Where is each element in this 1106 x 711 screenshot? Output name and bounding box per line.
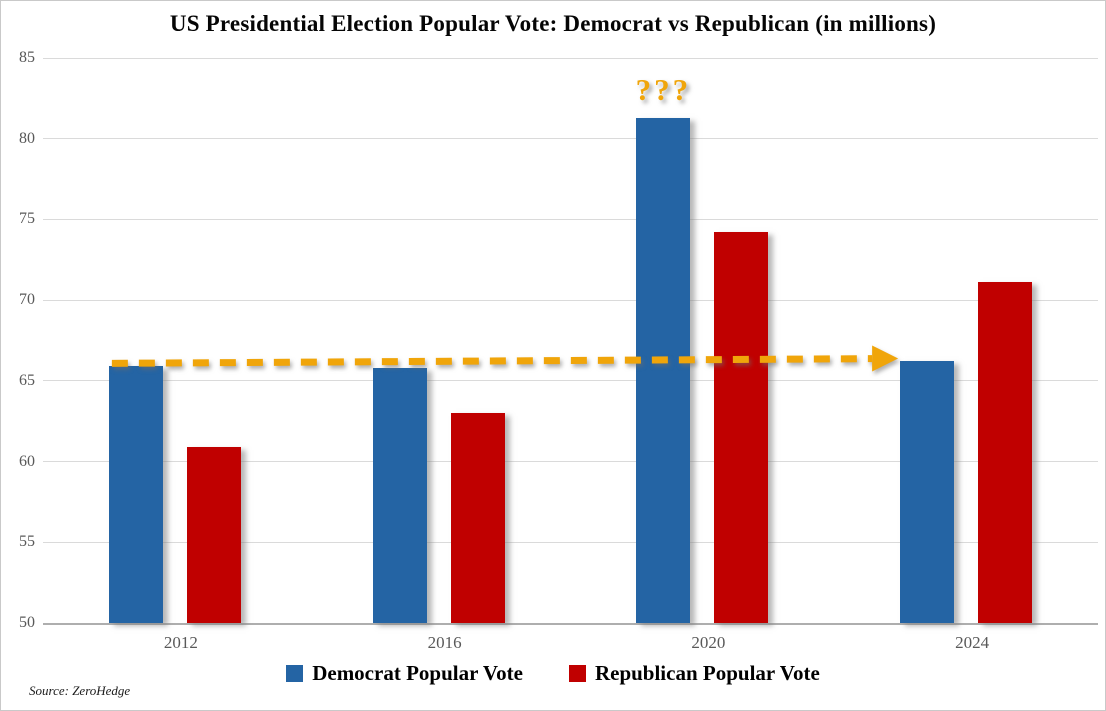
bar-democrat-2020	[636, 117, 691, 623]
legend-item-democrat: Democrat Popular Vote	[286, 661, 523, 686]
gridline	[43, 218, 1098, 220]
legend: Democrat Popular Vote Republican Popular…	[1, 661, 1105, 686]
x-axis-tick-label: 2012	[163, 633, 198, 652]
y-axis-tick-label: 55	[19, 533, 35, 551]
y-axis-tick-label: 60	[19, 452, 35, 470]
y-axis-tick-label: 65	[19, 371, 35, 389]
x-axis-tick-label: 2016	[427, 633, 462, 652]
bar-republican-2016	[450, 413, 505, 623]
bar-republican-2012	[186, 447, 241, 623]
gridline	[43, 380, 1098, 382]
x-axis-tick-label: 2020	[691, 633, 726, 652]
y-axis-tick-label: 70	[19, 291, 35, 309]
gridline	[43, 57, 1098, 59]
republican-swatch-icon	[568, 665, 586, 682]
legend-label-republican: Republican Popular Vote	[594, 661, 820, 685]
source-credit: Source: ZeroHedge	[29, 683, 131, 698]
y-axis-tick-label: 80	[19, 129, 35, 147]
chart-title: US Presidential Election Popular Vote: D…	[169, 11, 937, 36]
x-axis-line	[43, 623, 1098, 625]
y-axis-tick-label: 75	[19, 210, 35, 228]
gridline	[43, 461, 1098, 463]
x-axis-tick-label: 2024	[955, 633, 990, 652]
y-axis-tick-label: 50	[19, 614, 35, 631]
gridline	[43, 299, 1098, 301]
gridline	[43, 138, 1098, 140]
bar-democrat-2016	[372, 367, 427, 623]
bar-democrat-2024	[900, 361, 955, 623]
gridline	[43, 541, 1098, 543]
bar-democrat-2012	[108, 366, 163, 623]
legend-item-republican: Republican Popular Vote	[568, 661, 820, 686]
y-axis-tick-label: 85	[19, 49, 35, 66]
bar-republican-2024	[978, 282, 1033, 623]
democrat-swatch-icon	[286, 665, 304, 682]
bar-republican-2020	[714, 232, 769, 623]
legend-label-democrat: Democrat Popular Vote	[312, 661, 523, 685]
question-marks-annotation: ???	[635, 71, 692, 107]
